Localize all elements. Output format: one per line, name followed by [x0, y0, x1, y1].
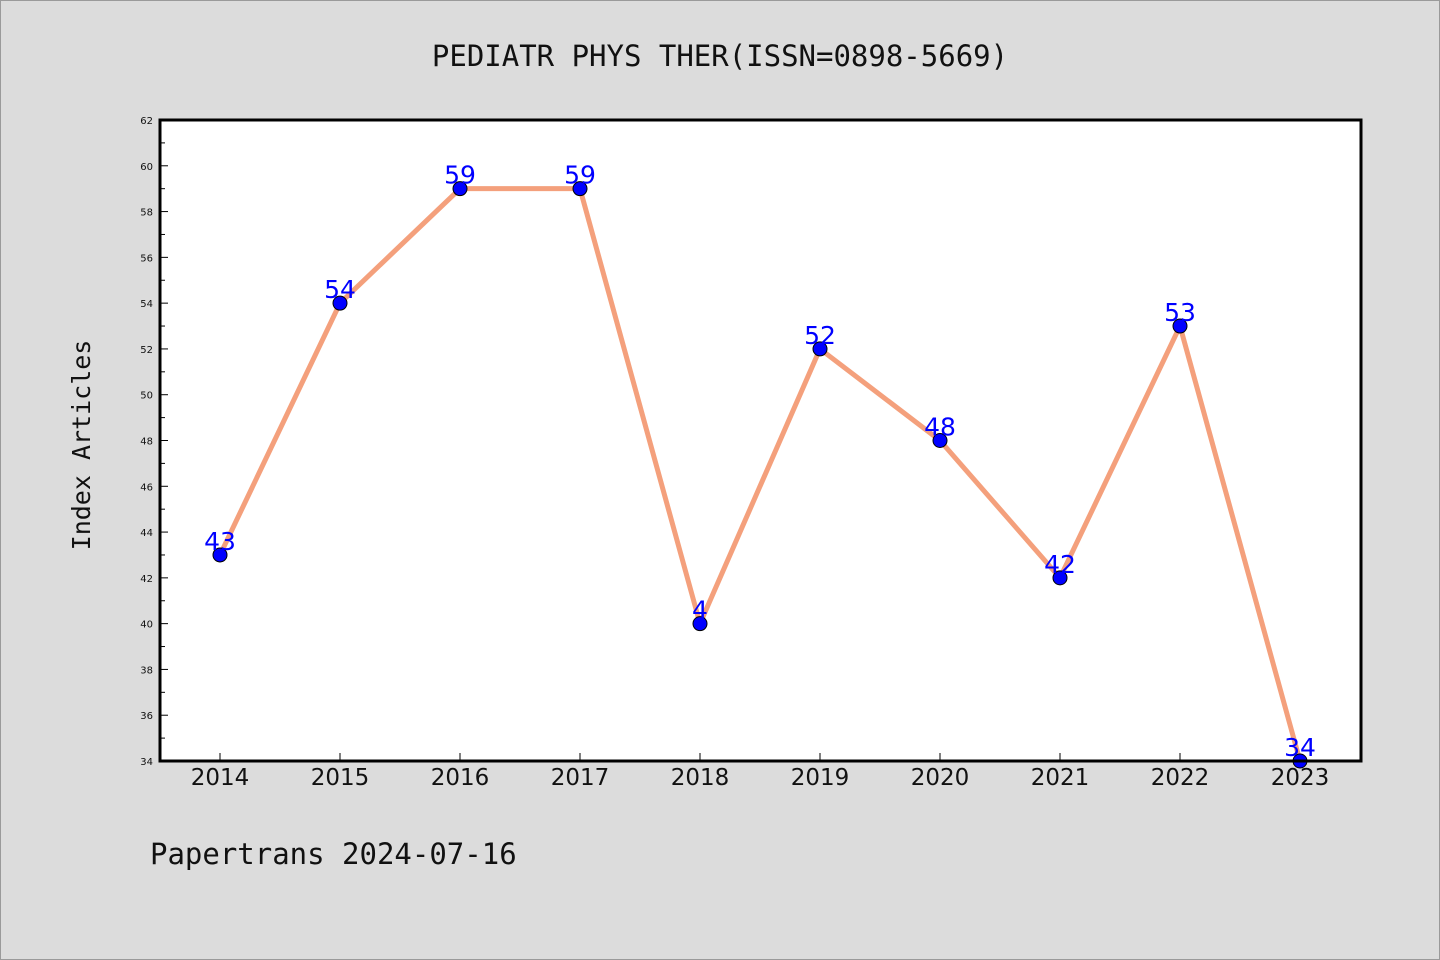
data-label: 54 — [324, 275, 356, 304]
x-tick-label: 2019 — [791, 765, 850, 791]
data-label: 4 — [692, 596, 708, 625]
y-tick-label: 34 — [140, 757, 153, 768]
data-label: 59 — [564, 161, 596, 190]
x-tick-label: 2014 — [191, 765, 250, 791]
data-point — [1052, 570, 1068, 586]
y-tick-label: 60 — [140, 162, 153, 173]
data-label: 34 — [1284, 733, 1316, 762]
y-tick-label: 38 — [140, 665, 153, 676]
series-layer: 43 54 59 59 4 52 48 42 53 34 — [204, 161, 1316, 769]
x-tick-label: 2020 — [911, 765, 970, 791]
data-point — [212, 547, 228, 563]
y-tick-label: 36 — [140, 711, 153, 722]
data-point — [932, 433, 948, 448]
y-tick-label: 44 — [140, 528, 153, 539]
data-point — [692, 616, 708, 632]
data-label: 48 — [924, 413, 956, 442]
data-label: 43 — [204, 527, 236, 556]
data-point — [332, 295, 348, 311]
x-axis: 2014 2015 2016 2017 2018 2019 2020 2021 2022 2023 — [191, 753, 1330, 791]
series-line — [217, 186, 1303, 764]
footer-credit: Papertrans 2024-07-16 — [150, 837, 517, 871]
y-tick-label: 48 — [140, 437, 153, 448]
y-tick-label: 46 — [140, 482, 153, 493]
y-tick-label: 40 — [140, 620, 153, 631]
y-tick-label: 42 — [140, 574, 153, 585]
x-tick-label: 2021 — [1031, 765, 1090, 791]
y-tick-label: 50 — [140, 391, 153, 402]
y-axis-label: Index Articles — [67, 340, 96, 551]
data-label: 42 — [1044, 550, 1076, 579]
y-axis: 34 36 38 40 42 44 46 48 50 52 54 56 58 60 62 — [140, 116, 168, 768]
y-tick-label: 58 — [140, 208, 153, 219]
y-tick-label: 52 — [140, 345, 153, 356]
plot-area — [160, 120, 1361, 761]
x-tick-label: 2018 — [671, 765, 730, 791]
y-tick-label: 62 — [140, 116, 153, 127]
x-tick-label: 2022 — [1151, 765, 1210, 791]
data-point — [572, 181, 588, 197]
plot-border — [158, 118, 1363, 763]
data-point — [452, 181, 468, 197]
data-point — [812, 341, 828, 357]
x-tick-label: 2023 — [1271, 765, 1330, 791]
x-tick-label: 2017 — [551, 765, 610, 791]
x-tick-label: 2015 — [311, 765, 370, 791]
y-tick-label: 56 — [140, 253, 153, 264]
y-tick-label: 54 — [140, 299, 153, 310]
chart-title: PEDIATR PHYS THER(ISSN=0898-5669) — [432, 39, 1008, 73]
data-label: 52 — [804, 321, 836, 350]
data-label: 53 — [1164, 298, 1196, 327]
data-label: 59 — [444, 161, 476, 190]
data-point — [1172, 318, 1188, 334]
x-tick-label: 2016 — [431, 765, 490, 791]
